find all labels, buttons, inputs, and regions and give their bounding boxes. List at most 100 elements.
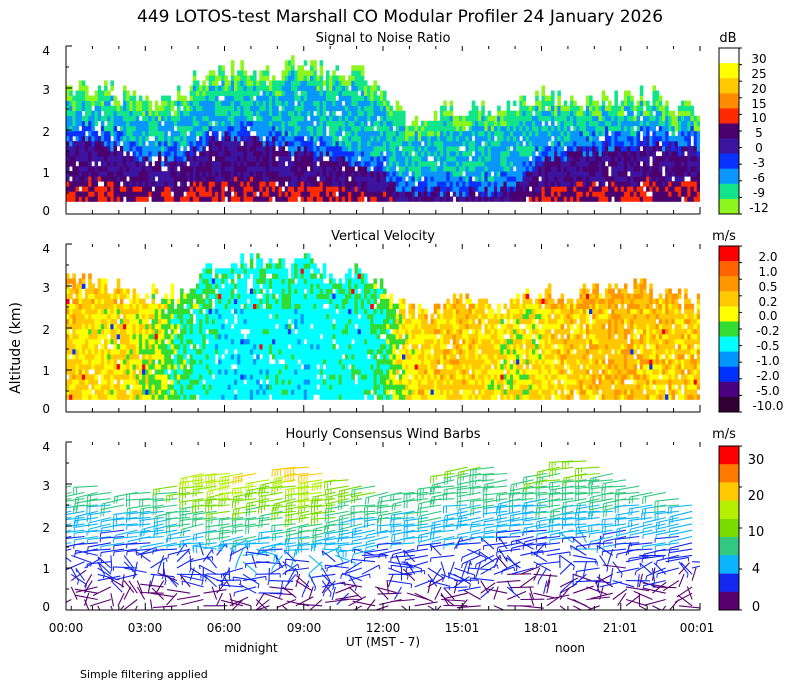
velocity-cell	[69, 333, 73, 340]
snr-cell	[630, 151, 634, 157]
velocity-cell	[69, 278, 73, 284]
velocity-cell	[94, 384, 99, 390]
snr-cell	[405, 171, 409, 177]
snr-cell	[205, 156, 210, 162]
velocity-cell	[75, 369, 80, 375]
snr-cell	[227, 145, 232, 152]
snr-cell	[180, 100, 184, 107]
snr-cell	[195, 130, 200, 137]
snr-cell	[528, 176, 533, 182]
snr-cell	[313, 176, 317, 182]
snr-cell	[608, 140, 612, 147]
snr-cell	[560, 105, 565, 112]
snr-cell	[440, 130, 444, 137]
snr-cell	[208, 161, 213, 167]
snr-cell	[151, 196, 156, 202]
velocity-cell	[164, 303, 168, 310]
snr-cell	[367, 156, 371, 162]
velocity-cell	[167, 333, 172, 340]
snr-cell	[268, 80, 273, 86]
snr-cell	[646, 181, 650, 187]
snr-cell	[570, 105, 574, 112]
snr-cell	[357, 125, 362, 132]
velocity-cell	[75, 359, 80, 365]
snr-cell	[649, 115, 653, 122]
snr-cell	[576, 196, 580, 202]
snr-cell	[674, 186, 679, 192]
snr-cell	[256, 145, 260, 152]
snr-cell	[246, 85, 251, 91]
snr-cell	[446, 151, 450, 157]
snr-cell	[589, 191, 593, 197]
snr-cell	[291, 110, 295, 117]
snr-cell	[528, 110, 533, 117]
velocity-cell	[192, 349, 197, 355]
snr-cell	[265, 90, 270, 96]
velocity-cell	[148, 394, 152, 400]
snr-cell	[123, 191, 127, 197]
snr-cell	[214, 166, 219, 172]
snr-cell	[389, 181, 393, 187]
velocity-cell	[173, 328, 178, 335]
snr-cell	[180, 110, 184, 117]
snr-cell	[554, 110, 558, 117]
snr-cell	[351, 140, 355, 147]
snr-cell	[259, 161, 263, 167]
snr-cell	[227, 130, 232, 137]
snr-cell	[183, 176, 187, 182]
velocity-cell	[173, 318, 178, 325]
snr-cell	[357, 186, 362, 192]
velocity-cell	[119, 359, 124, 365]
snr-cell	[576, 145, 580, 152]
snr-cell	[459, 196, 463, 202]
snr-cell	[576, 181, 580, 187]
snr-cell	[665, 120, 669, 127]
snr-cell	[119, 105, 124, 112]
velocity-cell	[69, 379, 73, 385]
snr-cell	[503, 125, 508, 132]
snr-cell	[126, 191, 130, 197]
velocity-cell	[110, 293, 114, 299]
snr-cell	[367, 125, 371, 132]
snr-cell	[281, 135, 286, 142]
snr-cell	[154, 186, 159, 192]
snr-cell	[189, 196, 194, 202]
snr-cell	[620, 105, 625, 112]
snr-cell	[405, 135, 409, 142]
snr-cell	[696, 145, 700, 152]
velocity-cell	[75, 288, 80, 294]
snr-cell	[696, 181, 700, 187]
snr-cell	[249, 135, 254, 142]
snr-cell	[481, 161, 485, 167]
snr-cell	[398, 171, 403, 177]
snr-cell	[291, 100, 295, 107]
velocity-cell	[107, 303, 111, 310]
snr-cell	[417, 181, 422, 187]
snr-cell	[173, 166, 178, 172]
snr-cell	[234, 145, 238, 152]
velocity-cell	[88, 354, 92, 360]
snr-cell	[322, 105, 327, 112]
snr-cell	[66, 186, 70, 192]
velocity-cell	[129, 389, 133, 395]
snr-cell	[170, 151, 175, 157]
snr-cell	[97, 110, 102, 117]
snr-cell	[503, 186, 508, 192]
snr-cell	[481, 166, 485, 172]
snr-cell	[189, 151, 194, 157]
snr-cell	[319, 130, 324, 137]
snr-cell	[541, 191, 546, 197]
snr-cell	[69, 196, 73, 202]
snr-cell	[512, 196, 517, 202]
snr-cell	[88, 156, 92, 162]
snr-cell	[440, 176, 444, 182]
snr-cell	[262, 140, 267, 147]
snr-cell	[88, 166, 92, 172]
snr-cell	[636, 181, 641, 187]
snr-cell	[338, 115, 343, 122]
snr-cell	[386, 181, 390, 187]
velocity-cell	[119, 394, 124, 400]
snr-cell	[478, 166, 482, 172]
snr-cell	[658, 110, 663, 117]
snr-cell	[563, 161, 568, 167]
